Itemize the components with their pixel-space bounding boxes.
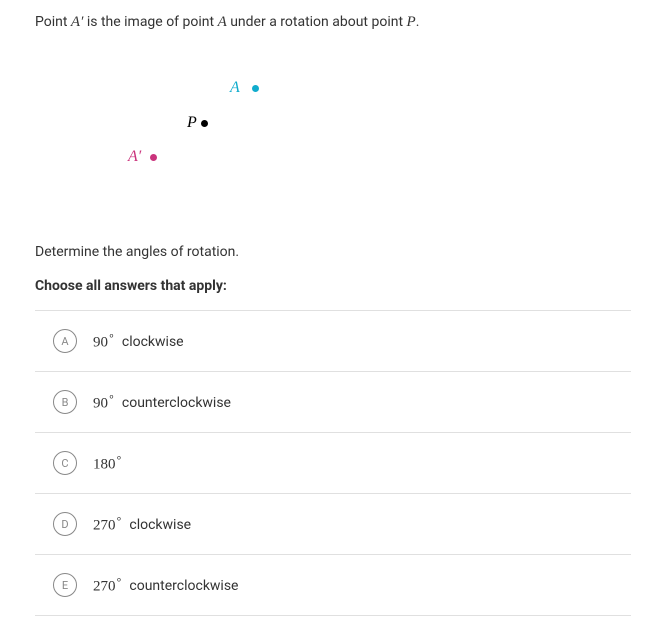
- diagram-dot-p: [201, 120, 208, 127]
- prompt-text: Point A′ is the image of point A under a…: [35, 10, 631, 34]
- answer-letter-circle: E: [53, 573, 77, 597]
- point-p-inline: P: [407, 14, 416, 30]
- answer-letter-circle: A: [53, 329, 77, 353]
- answer-direction: clockwise: [129, 517, 191, 533]
- answer-content: 180∘: [93, 453, 122, 474]
- diagram-label-a-prime: A′: [128, 148, 141, 166]
- answer-option[interactable]: C 180∘: [35, 433, 631, 494]
- answer-content: 270∘ counterclockwise: [93, 575, 239, 596]
- prompt-middle2: under a rotation about point: [227, 14, 407, 30]
- diagram-label-a: A: [230, 79, 240, 97]
- point-a-prime-inline: A′: [71, 14, 83, 30]
- answer-value: 90∘: [93, 392, 115, 413]
- answer-value: 180∘: [93, 453, 122, 474]
- choose-text: Choose all answers that apply:: [35, 278, 631, 294]
- prompt-middle1: is the image of point: [83, 14, 217, 30]
- answer-letter-circle: D: [53, 512, 77, 536]
- answer-option[interactable]: D 270∘ clockwise: [35, 494, 631, 555]
- answer-direction: clockwise: [122, 334, 184, 350]
- answer-option[interactable]: B 90∘ counterclockwise: [35, 372, 631, 433]
- answer-content: 270∘ clockwise: [93, 514, 191, 535]
- answer-direction: counterclockwise: [129, 578, 238, 594]
- answer-option[interactable]: A 90∘ clockwise: [35, 311, 631, 372]
- determine-text: Determine the angles of rotation.: [35, 244, 631, 260]
- diagram-dot-a: [252, 85, 259, 92]
- answer-content: 90∘ counterclockwise: [93, 392, 231, 413]
- diagram-label-p: P: [187, 114, 197, 132]
- answer-value: 270∘: [93, 514, 122, 535]
- diagram-dot-a-prime: [150, 154, 157, 161]
- answer-direction: counterclockwise: [122, 395, 231, 411]
- answer-letter-circle: B: [53, 390, 77, 414]
- answer-option[interactable]: E 270∘ counterclockwise: [35, 555, 631, 616]
- answer-letter-circle: C: [53, 451, 77, 475]
- point-a-inline: A: [218, 14, 227, 30]
- prompt-suffix: .: [416, 14, 420, 30]
- rotation-diagram: A P A′: [35, 54, 295, 214]
- answers-list: A90∘clockwiseB90∘counterclockwiseC180∘D2…: [35, 310, 631, 616]
- answer-content: 90∘ clockwise: [93, 331, 184, 352]
- answer-value: 270∘: [93, 575, 122, 596]
- answer-value: 90∘: [93, 331, 115, 352]
- prompt-prefix: Point: [35, 14, 71, 30]
